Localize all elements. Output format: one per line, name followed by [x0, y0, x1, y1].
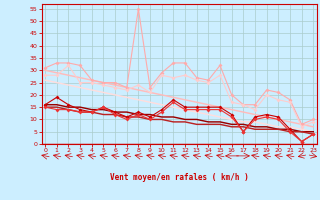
X-axis label: Vent moyen/en rafales ( km/h ): Vent moyen/en rafales ( km/h ) [110, 173, 249, 182]
